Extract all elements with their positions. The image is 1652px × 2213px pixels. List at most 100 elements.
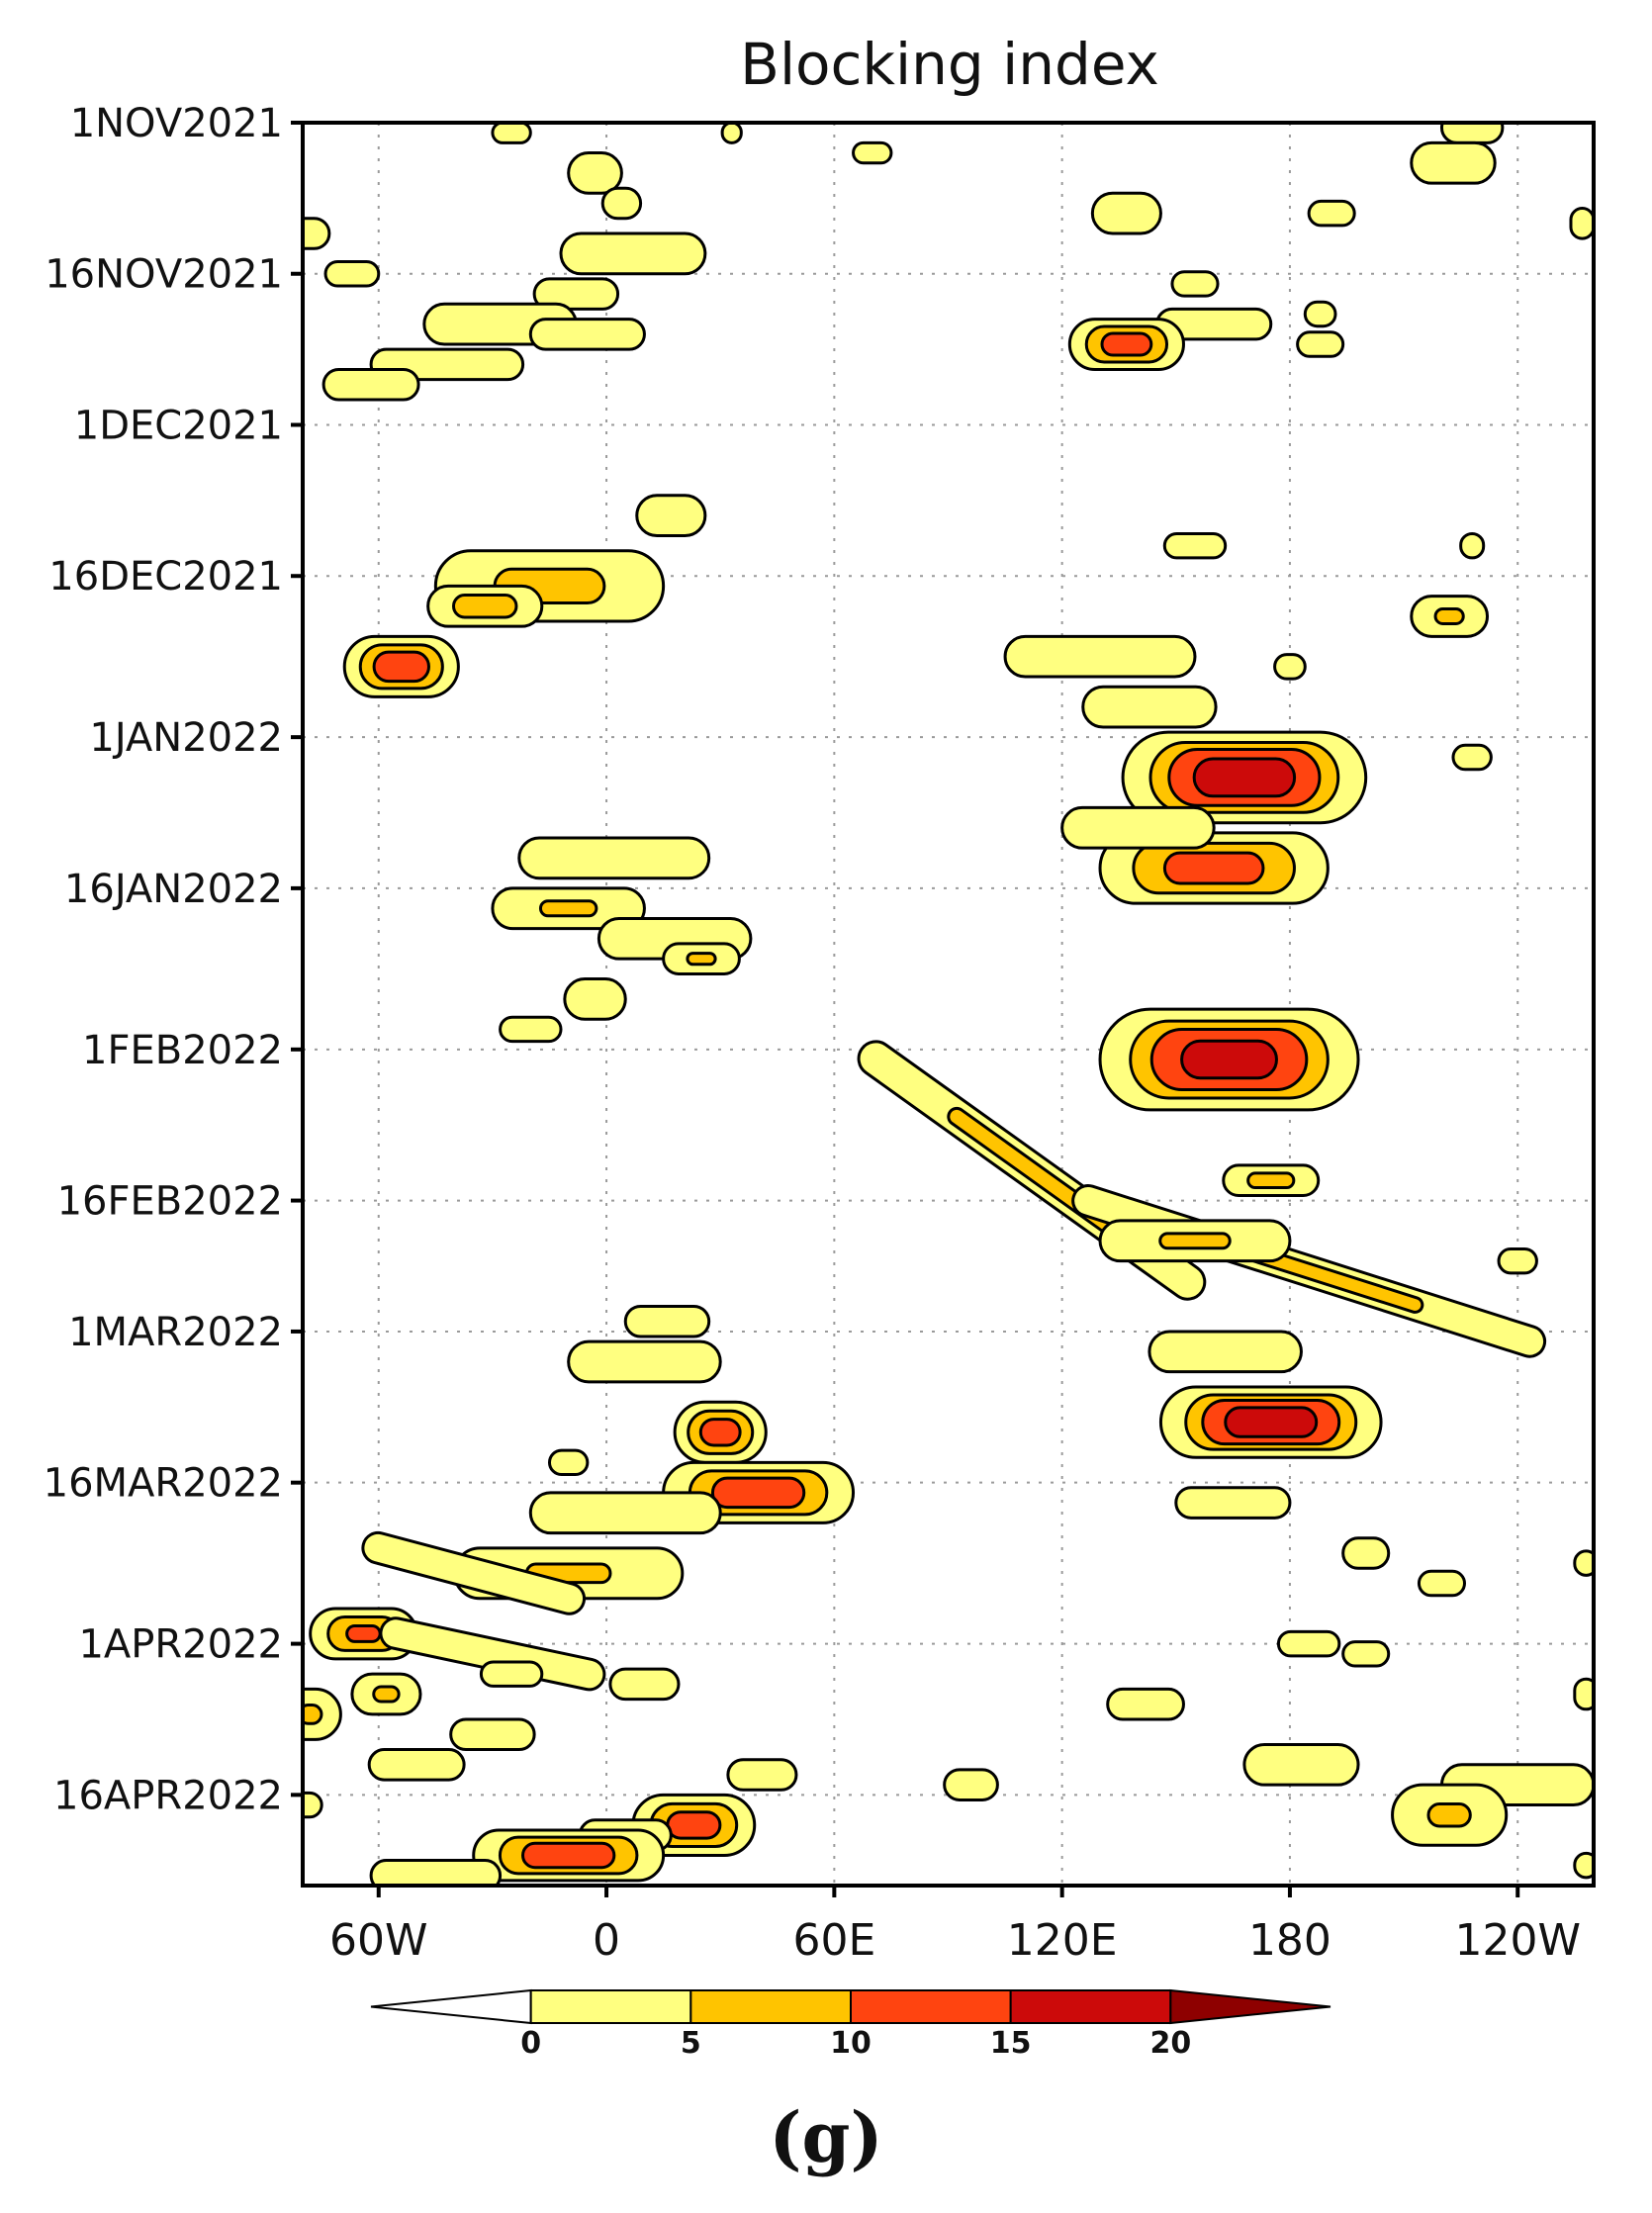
y-tick-label: 16MAR2022 [44,1461,283,1507]
contour-level-0 [1569,207,1594,240]
y-axis: 1NOV2021 16NOV2021 1DEC2021 16DEC2021 1JAN20… [44,101,303,1818]
blocking-feature [1410,140,1497,185]
plot-background [303,123,1594,1886]
blocking-feature [528,1491,722,1535]
contour-level-0 [1003,634,1197,679]
blocking-feature [1459,531,1486,560]
blocking-feature [852,140,893,165]
blocking-feature [547,1448,590,1477]
contour-level-5 [686,952,717,967]
contour-level-5 [1433,606,1465,625]
contour-level-5 [372,1685,401,1704]
blocking-feature [1121,730,1368,825]
blocking-feature [426,584,544,628]
blocking-feature [1003,634,1197,679]
contour-level-5 [1158,1232,1232,1250]
blocking-feature [1174,1486,1292,1520]
contour-level-0 [1341,1536,1391,1570]
blocking-feature [1098,1219,1292,1263]
x-tick-label: 0 [593,1915,620,1966]
blocking-feature [479,1660,544,1688]
contour-level-0 [1106,1687,1185,1721]
blocking-feature [567,151,623,195]
blocking-feature [563,977,627,1021]
contour-level-0 [1497,1246,1538,1275]
y-tick-label: 16NOV2021 [45,252,283,298]
contour-level-0 [1081,685,1218,729]
colorbar: 0 5 10 15 20 [370,1988,1331,2061]
blocking-feature [499,1015,563,1044]
blocking-feature [600,186,643,221]
contour-level-0 [635,494,707,537]
contour-level-0 [623,1304,711,1338]
contour-level-0 [1573,1851,1594,1880]
contour-level-0 [528,318,646,351]
colorbar-segment [689,1989,852,2024]
contour-level-0 [1410,140,1497,185]
contour-level-0 [600,186,643,221]
blocking-feature [673,1400,768,1464]
blocking-feature [1451,743,1493,772]
contour-level-0 [323,260,381,288]
contour-level-0 [1439,123,1505,144]
contour-level-0 [1307,199,1356,228]
contour-level-0 [567,151,623,195]
contour-level-10 [666,1810,722,1840]
contour-level-0 [369,1859,503,1886]
blocking-feature [1573,1549,1594,1577]
x-tick-label: 180 [1248,1915,1331,1966]
colorbar-label: 15 [990,2026,1032,2061]
contour-level-0 [1451,743,1493,772]
y-tick-label: 1JAN2022 [89,715,283,761]
blocking-feature [1307,199,1356,228]
blocking-feature [491,886,646,931]
contour-level-5 [538,899,598,918]
contour-level-10 [1162,851,1265,885]
blocking-feature [1303,300,1337,328]
contour-level-0 [547,1448,590,1477]
blocking-feature [532,277,620,311]
contour-level-5 [1246,1171,1296,1190]
blocking-feature [1147,1330,1303,1374]
plot-frame [301,121,1596,1888]
contour-level-0 [491,123,532,144]
contour-level-0 [943,1768,999,1801]
colorbar-label: 10 [830,2026,872,2061]
blocking-feature [1573,1677,1594,1711]
blocking-feature [517,836,711,880]
contour-level-0 [1573,1549,1594,1577]
blocking-feature [303,1687,342,1741]
blocking-feature [1341,1536,1391,1570]
contour-level-0 [852,140,893,165]
blocking-feature [1158,1385,1383,1459]
contour-level-0 [1341,1640,1391,1668]
blocking-feature [608,1667,681,1702]
contour-level-0 [361,1530,587,1615]
blocking-feature [720,123,743,144]
blocking-feature [1341,1640,1391,1668]
contour-level-10 [521,1841,616,1870]
contour-level-0 [559,231,707,276]
blocking-feature [1439,123,1505,144]
contour-level-0 [517,836,711,880]
contour-level-0 [1090,191,1162,235]
blocking-feature [1081,685,1218,729]
blocking-feature [1417,1569,1466,1598]
colorbar-label: 0 [520,2026,541,2061]
blocking-feature [321,367,420,402]
y-tick-label: 1FEB2022 [82,1028,283,1073]
contour-level-0 [499,1015,563,1044]
contour-level-0 [567,1339,722,1384]
blocking-feature [367,1748,466,1782]
blocking-feature [1222,1163,1321,1197]
contour-level-0 [1170,270,1220,298]
blocking-feature [1276,1629,1341,1658]
x-tick-label: 120E [1007,1915,1118,1966]
contour-level-15 [1192,757,1297,798]
blocking-feature [1569,207,1594,240]
colorbar-segment [850,1989,1012,2024]
x-tick-label: 60W [329,1915,428,1966]
blocking-feature [943,1768,999,1801]
contour-level-5 [303,1704,323,1725]
